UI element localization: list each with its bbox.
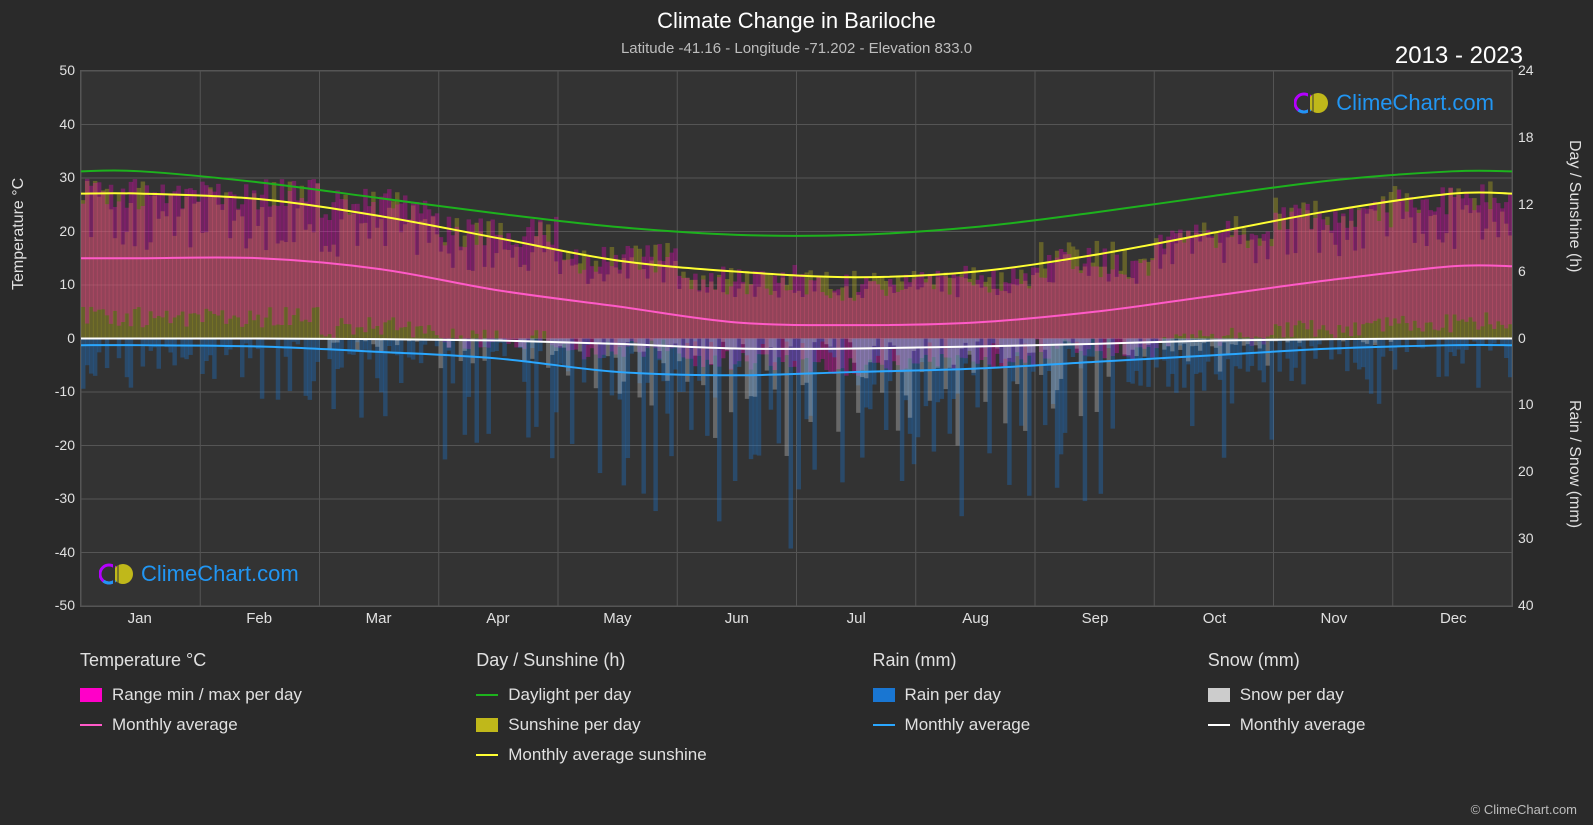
legend-snow-header: Snow (mm) [1208, 650, 1513, 671]
plot-svg [81, 71, 1512, 606]
tick-x: Feb [246, 610, 272, 627]
chart-title: Climate Change in Bariloche [0, 8, 1593, 34]
tick-left: -40 [45, 544, 75, 560]
swatch-snow-daily [1208, 688, 1230, 702]
tick-left: 20 [45, 223, 75, 239]
legend: Temperature °C Range min / max per day M… [80, 650, 1513, 765]
legend-temp-avg: Monthly average [80, 715, 446, 735]
tick-x: Jan [128, 610, 152, 627]
tick-right-hours: 24 [1518, 62, 1548, 78]
legend-rain-avg-label: Monthly average [905, 715, 1031, 735]
legend-snow-daily: Snow per day [1208, 685, 1513, 705]
chart-subtitle: Latitude -41.16 - Longitude -71.202 - El… [0, 40, 1593, 57]
legend-rain: Rain (mm) Rain per day Monthly average [873, 650, 1178, 765]
legend-temp-range: Range min / max per day [80, 685, 446, 705]
legend-rain-avg: Monthly average [873, 715, 1178, 735]
legend-sunshine-avg-label: Monthly average sunshine [508, 745, 706, 765]
legend-temp-header: Temperature °C [80, 650, 446, 671]
swatch-daylight [476, 694, 498, 696]
tick-right-mm: 20 [1518, 463, 1548, 479]
legend-snow-avg: Monthly average [1208, 715, 1513, 735]
swatch-snow-avg [1208, 724, 1230, 726]
tick-right-hours: 6 [1518, 263, 1548, 279]
tick-x: Jun [725, 610, 749, 627]
tick-left: 40 [45, 116, 75, 132]
y-axis-right-top-label: Day / Sunshine (h) [1565, 140, 1583, 273]
tick-x: Sep [1082, 610, 1109, 627]
legend-temp-avg-label: Monthly average [112, 715, 238, 735]
tick-left: -10 [45, 383, 75, 399]
swatch-sunshine [476, 718, 498, 732]
legend-sunshine-avg: Monthly average sunshine [476, 745, 842, 765]
tick-right-hours: 12 [1518, 196, 1548, 212]
y-axis-right-bottom-label: Rain / Snow (mm) [1565, 400, 1583, 528]
tick-right-hours: 18 [1518, 129, 1548, 145]
legend-sunshine-label: Sunshine per day [508, 715, 640, 735]
tick-right-mm: 30 [1518, 530, 1548, 546]
legend-sunshine: Sunshine per day [476, 715, 842, 735]
swatch-temp-avg [80, 724, 102, 726]
y-axis-left-label: Temperature °C [10, 178, 28, 290]
legend-rain-daily-label: Rain per day [905, 685, 1001, 705]
tick-right-hours: 0 [1518, 330, 1548, 346]
legend-snow: Snow (mm) Snow per day Monthly average [1208, 650, 1513, 765]
legend-rain-daily: Rain per day [873, 685, 1178, 705]
tick-left: -50 [45, 597, 75, 613]
legend-rain-header: Rain (mm) [873, 650, 1178, 671]
tick-x: Oct [1203, 610, 1226, 627]
tick-x: Jul [847, 610, 866, 627]
tick-x: Aug [962, 610, 989, 627]
tick-left: -20 [45, 437, 75, 453]
copyright: © ClimeChart.com [1471, 802, 1577, 817]
swatch-sunshine-avg [476, 754, 498, 756]
tick-left: 50 [45, 62, 75, 78]
legend-snow-avg-label: Monthly average [1240, 715, 1366, 735]
tick-x: Apr [486, 610, 509, 627]
swatch-rain-daily [873, 688, 895, 702]
tick-left: 10 [45, 276, 75, 292]
tick-left: -30 [45, 490, 75, 506]
legend-daysun: Day / Sunshine (h) Daylight per day Suns… [476, 650, 842, 765]
swatch-rain-avg [873, 724, 895, 726]
legend-daylight-label: Daylight per day [508, 685, 631, 705]
legend-daylight: Daylight per day [476, 685, 842, 705]
year-range: 2013 - 2023 [1395, 42, 1523, 70]
legend-snow-daily-label: Snow per day [1240, 685, 1344, 705]
tick-x: May [603, 610, 631, 627]
tick-right-mm: 10 [1518, 396, 1548, 412]
tick-x: Dec [1440, 610, 1467, 627]
tick-left: 30 [45, 169, 75, 185]
legend-temp-range-label: Range min / max per day [112, 685, 302, 705]
tick-x: Mar [366, 610, 392, 627]
legend-daysun-header: Day / Sunshine (h) [476, 650, 842, 671]
tick-right-mm: 40 [1518, 597, 1548, 613]
tick-x: Nov [1321, 610, 1348, 627]
legend-temp: Temperature °C Range min / max per day M… [80, 650, 446, 765]
swatch-temp-range [80, 688, 102, 702]
plot-area: ClimeChart.com ClimeChart.com [80, 70, 1513, 607]
tick-left: 0 [45, 330, 75, 346]
